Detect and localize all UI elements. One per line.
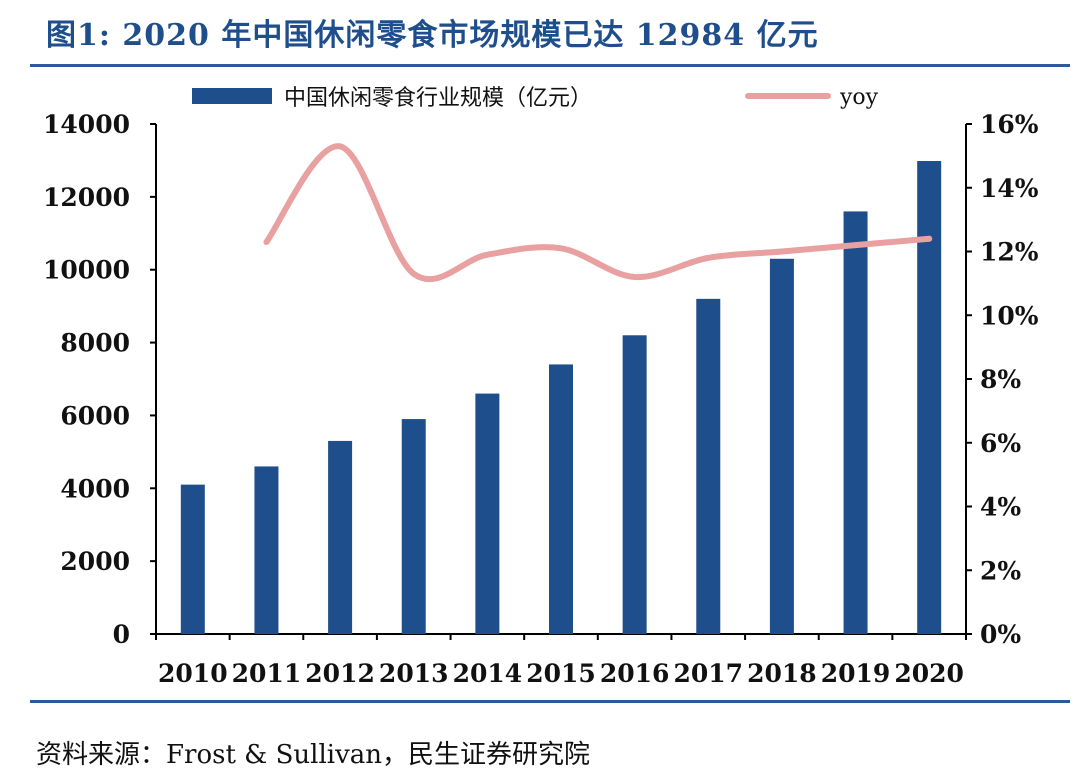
y-left-tick-label: 6000 xyxy=(60,401,130,430)
y-right-tick-label: 8% xyxy=(980,365,1021,394)
bar-2018 xyxy=(769,258,794,634)
bottom-rule xyxy=(30,700,1070,703)
legend: 中国休闲零食行业规模（亿元） yoy xyxy=(192,85,879,111)
bar-2019 xyxy=(843,211,868,634)
bar-2012 xyxy=(328,440,353,634)
y-right-tick-label: 0% xyxy=(980,620,1021,649)
bar-2014 xyxy=(475,393,500,634)
y-left-tick-label: 14000 xyxy=(43,110,130,139)
x-tick-label: 2020 xyxy=(894,659,964,688)
y-right-tick-label: 12% xyxy=(980,238,1039,267)
x-tick-label: 2016 xyxy=(600,659,670,688)
yoy-point-2014 xyxy=(484,251,491,258)
x-tick-label: 2011 xyxy=(232,659,302,688)
legend-bar-swatch xyxy=(192,88,272,104)
y-right-tick-label: 14% xyxy=(980,174,1039,203)
yoy-line xyxy=(263,143,933,283)
y-right-tick-label: 4% xyxy=(980,493,1021,522)
yoy-point-2012 xyxy=(337,143,344,150)
x-tick-label: 2018 xyxy=(747,659,817,688)
x-tick-label: 2012 xyxy=(305,659,375,688)
x-tick-label: 2017 xyxy=(673,659,743,688)
x-tick-label: 2010 xyxy=(158,659,228,688)
yoy-point-2016 xyxy=(631,274,638,280)
y-left-tick-label: 0 xyxy=(113,620,130,649)
yoy-point-2019 xyxy=(852,242,859,249)
source-note: 资料来源：Frost & Sullivan，民生证券研究院 xyxy=(36,740,591,770)
tick-labels: 0 2000 4000 6000 8000 10000 12000 14000 0% 2% 4% 6%… xyxy=(43,110,1039,688)
x-tick-label: 2014 xyxy=(453,659,523,688)
y-left-tick-label: 8000 xyxy=(60,329,130,358)
bar-2015 xyxy=(549,364,573,634)
chart-title: 图1: 2020 年中国休闲零食市场规模已达 12984 亿元 xyxy=(46,18,819,53)
x-tick-label: 2013 xyxy=(379,659,449,688)
bar-2020 xyxy=(917,161,942,635)
y-right-tick-label: 6% xyxy=(980,429,1021,458)
x-tick-label: 2015 xyxy=(526,659,596,688)
bar-2017 xyxy=(696,298,721,634)
y-left-tick-label: 12000 xyxy=(43,183,130,212)
y-left-tick-label: 4000 xyxy=(60,474,130,503)
legend-line-label: yoy xyxy=(839,85,879,110)
y-right-tick-label: 2% xyxy=(980,556,1021,585)
yoy-point-2017 xyxy=(705,254,712,261)
y-right-tick-label: 16% xyxy=(980,110,1039,139)
bar-2010 xyxy=(180,484,205,634)
yoy-point-2020 xyxy=(926,235,933,242)
bar-2016 xyxy=(622,335,647,634)
yoy-point-2013 xyxy=(410,270,417,277)
y-right-tick-label: 10% xyxy=(980,301,1039,330)
yoy-point-2015 xyxy=(558,245,564,252)
x-tick-label: 2019 xyxy=(821,659,891,688)
y-left-tick-label: 2000 xyxy=(60,547,130,576)
y-left-tick-label: 10000 xyxy=(43,256,130,285)
legend-bar-label: 中国休闲零食行业规模（亿元） xyxy=(284,86,592,111)
chart: 中国休闲零食行业规模（亿元） yoy 0 2000 4000 6000 8000 1000… xyxy=(43,85,1039,688)
yoy-series xyxy=(263,143,933,283)
top-rule xyxy=(30,64,1070,67)
bar-2013 xyxy=(401,419,426,634)
bar-series xyxy=(180,161,942,635)
yoy-point-2018 xyxy=(778,248,785,255)
yoy-point-2011 xyxy=(263,238,270,245)
bar-2011 xyxy=(254,466,279,634)
